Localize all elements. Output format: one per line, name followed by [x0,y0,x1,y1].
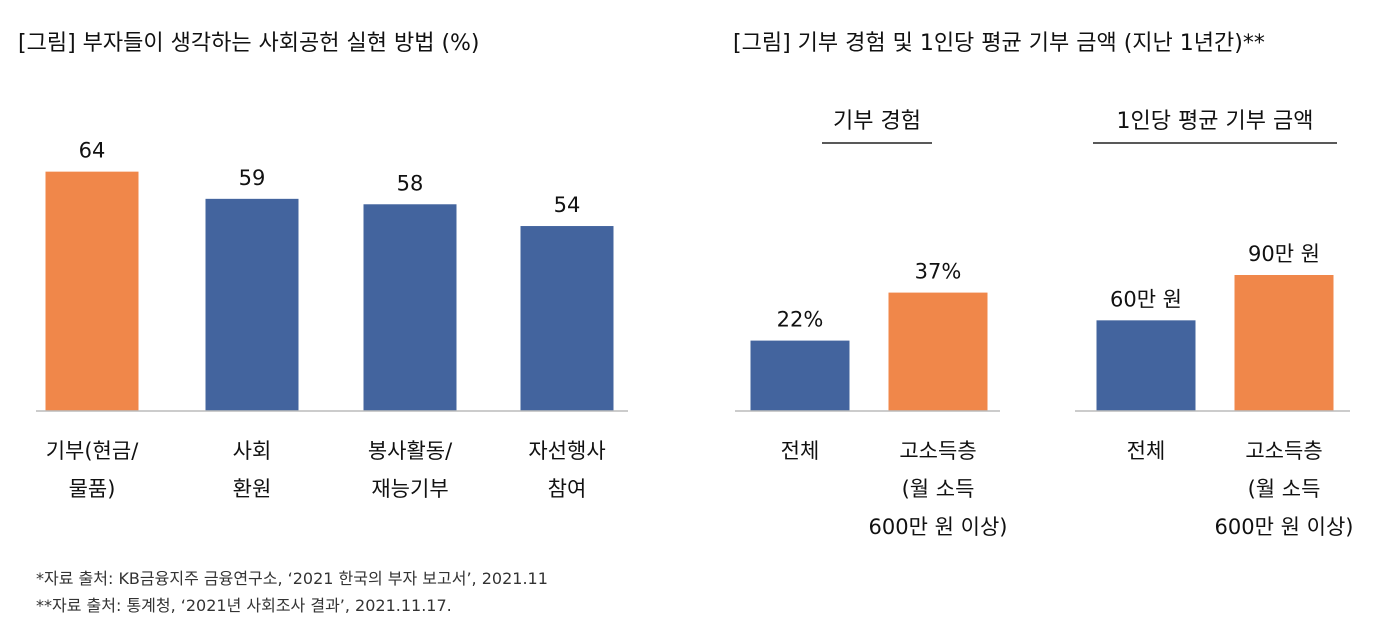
data-label: 37% [915,260,962,284]
category-label: 환원 [233,477,272,501]
bar [888,292,988,411]
category-label: 600만 원 이상) [1215,515,1354,539]
donation-experience-subtitle: 기부 경험 [833,109,921,134]
category-label: 고소득층 [1245,439,1322,463]
data-label: 90만 원 [1248,242,1320,266]
category-label: 전체 [781,439,820,463]
category-label: 고소득층 [899,439,976,463]
category-label: 사회 [233,439,272,463]
category-label: 기부(현금/ [46,439,139,463]
data-label: 54 [554,193,581,217]
bar [1096,320,1196,411]
footnote-2: **자료 출처: 통계청, ‘2021년 사회조사 결과’, 2021.11.1… [36,596,452,615]
data-label: 60만 원 [1110,287,1182,311]
category-label: 재능기부 [371,477,448,501]
bar [520,226,614,411]
bar [1234,275,1334,411]
data-label: 22% [777,308,824,332]
category-label: 참여 [548,477,587,501]
category-label: 물품) [69,477,116,501]
data-label: 58 [397,171,424,195]
avg-donation-subtitle: 1인당 평균 기부 금액 [1117,109,1314,134]
footnote-1: *자료 출처: KB금융지주 금융연구소, ‘2021 한국의 부자 보고서’,… [36,569,548,588]
left-chart-title: [그림] 부자들이 생각하는 사회공헌 실현 방법 (%) [18,31,480,56]
category-label: (월 소득 [902,477,975,501]
bar [45,171,139,411]
right-chart-title: [그림] 기부 경험 및 1인당 평균 기부 금액 (지난 1년간)** [733,31,1265,56]
category-label: 자선행사 [528,439,605,463]
data-label: 59 [239,166,266,190]
category-label: (월 소득 [1248,477,1321,501]
bar [363,204,457,411]
data-label: 64 [79,139,106,163]
category-label: 전체 [1127,439,1166,463]
category-label: 봉사활동/ [368,439,453,463]
bar [750,340,850,411]
bar [205,198,299,411]
category-label: 600만 원 이상) [869,515,1008,539]
